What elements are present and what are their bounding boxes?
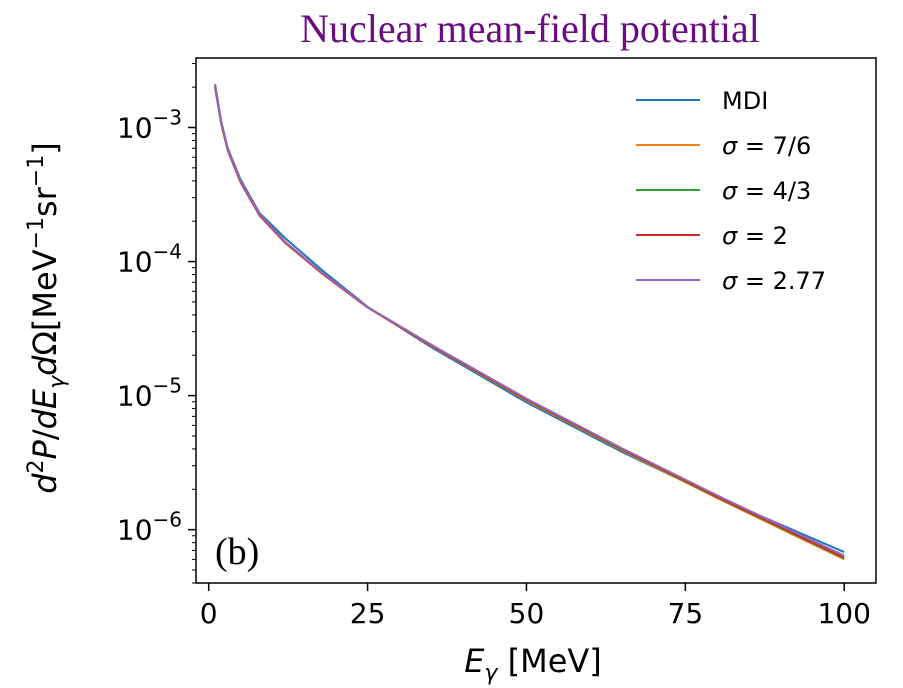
legend-label-0: MDI xyxy=(722,87,768,115)
panel-label: (b) xyxy=(215,531,259,573)
x-tick-label: 0 xyxy=(200,597,218,630)
chart-title: Nuclear mean-field potential xyxy=(300,6,760,51)
series-lines xyxy=(214,84,845,561)
x-tick-label: 75 xyxy=(668,597,704,630)
y-ticks: 10−6 10−5 10−4 10−3 xyxy=(117,63,196,584)
y-tick-label: 10−4 xyxy=(117,240,182,279)
y-tick-label: 10−6 xyxy=(117,508,182,547)
x-axis-label: Eγ [MeV] xyxy=(464,642,602,686)
x-tick-label: 25 xyxy=(350,597,386,630)
x-ticks: 0 25 50 75 100 xyxy=(200,583,871,630)
legend-label-2: σ = 4/3 xyxy=(722,177,811,205)
legend: MDI σ = 7/6 σ = 4/3 σ = 2 σ = 2.77 xyxy=(636,87,826,295)
legend-label-1: σ = 7/6 xyxy=(722,132,811,160)
legend-label-3: σ = 2 xyxy=(722,222,788,250)
legend-label-4: σ = 2.77 xyxy=(722,267,826,295)
y-tick-label: 10−3 xyxy=(117,106,182,145)
x-tick-label: 100 xyxy=(817,597,870,630)
x-tick-label: 50 xyxy=(509,597,545,630)
series-line-4 xyxy=(214,85,845,557)
plot-frame xyxy=(195,57,877,584)
y-tick-label: 10−5 xyxy=(117,374,182,413)
y-axis-label: d2P/dEγdΩ[MeV−1sr−1] xyxy=(24,142,70,494)
